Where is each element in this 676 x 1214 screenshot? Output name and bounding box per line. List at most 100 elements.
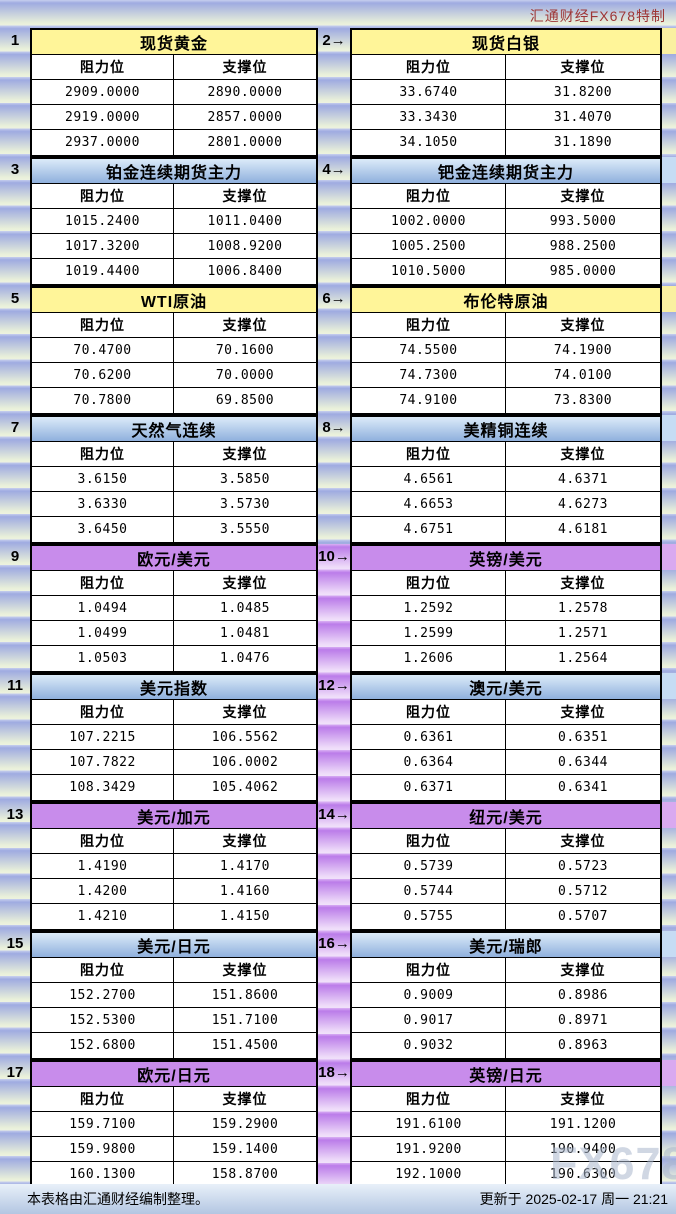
- support-value: 0.8986: [558, 987, 608, 1003]
- left-margin-cell: 3: [0, 157, 30, 286]
- support-value: 1006.8400: [207, 264, 283, 279]
- resistance-value: 0.5739: [352, 854, 506, 878]
- support-value: 3.5850: [220, 471, 270, 487]
- gutter-cell: 18→: [318, 1060, 350, 1189]
- quote-block: 纽元/美元 阻力位 支撑位 0.5739 0.5723 0.5744 0.571…: [350, 802, 662, 931]
- resistance-value: 1.0494: [32, 596, 174, 620]
- resistance-value: 74.9100: [352, 388, 506, 413]
- resistance-value: 1.4190: [32, 854, 174, 878]
- resistance-col-header: 阻力位: [32, 958, 174, 982]
- table-row: 74.9100 73.8300: [352, 388, 660, 413]
- resistance-value: 108.3429: [32, 775, 174, 800]
- block-title: WTI原油: [32, 288, 316, 313]
- resistance-value: 1.4200: [32, 879, 174, 903]
- table-row: 1019.4400 1006.8400: [32, 259, 316, 284]
- quote-block: 澳元/美元 阻力位 支撑位 0.6361 0.6351 0.6364 0.634…: [350, 673, 662, 802]
- pair-row: 15 美元/日元 阻力位 支撑位 152.2700 151.8600 152.5…: [0, 931, 676, 1060]
- support-value: 158.8700: [211, 1167, 279, 1182]
- left-margin-cell: 15: [0, 931, 30, 1060]
- support-value: 74.1900: [553, 342, 613, 358]
- quote-block: 英镑/美元 阻力位 支撑位 1.2592 1.2578 1.2599 1.257…: [350, 544, 662, 673]
- right-margin-cell: [662, 1060, 676, 1189]
- resistance-value: 3.6450: [32, 517, 174, 542]
- resistance-value: 0.6364: [352, 750, 506, 774]
- table-row: 159.7100 159.2900: [32, 1112, 316, 1137]
- left-margin-cell: 17: [0, 1060, 30, 1189]
- table-row: 70.6200 70.0000: [32, 363, 316, 388]
- support-value: 159.2900: [211, 1116, 279, 1132]
- support-value: 151.4500: [211, 1038, 279, 1053]
- quote-block: 现货黄金 阻力位 支撑位 2909.0000 2890.0000 2919.00…: [30, 28, 318, 157]
- gutter-cell: 4→: [318, 157, 350, 286]
- table-row: 74.5500 74.1900: [352, 338, 660, 363]
- left-margin-cell: 1: [0, 28, 30, 157]
- block-badge: 14→: [318, 806, 350, 824]
- support-value: 69.8500: [215, 393, 275, 408]
- quote-block: 天然气连续 阻力位 支撑位 3.6150 3.5850 3.6330 3.573…: [30, 415, 318, 544]
- gutter-cell: 16→: [318, 931, 350, 1060]
- column-header-row: 阻力位 支撑位: [352, 442, 660, 467]
- table-row: 1.0499 1.0481: [32, 621, 316, 646]
- table-row: 0.9032 0.8963: [352, 1033, 660, 1058]
- support-value: 1.4150: [220, 909, 270, 924]
- resistance-value: 0.5755: [352, 904, 506, 929]
- support-value: 106.0002: [211, 754, 279, 770]
- resistance-value: 0.9017: [352, 1008, 506, 1032]
- resistance-value: 191.6100: [352, 1112, 506, 1136]
- table-row: 1.2592 1.2578: [352, 596, 660, 621]
- resistance-value: 0.9032: [352, 1033, 506, 1058]
- support-col-header: 支撑位: [222, 317, 268, 333]
- column-header-row: 阻力位 支撑位: [32, 1087, 316, 1112]
- block-badge: 17: [6, 1064, 24, 1082]
- resistance-value: 1010.5000: [352, 259, 506, 284]
- support-value: 70.1600: [215, 342, 275, 358]
- support-value: 0.8963: [558, 1038, 608, 1053]
- support-value: 0.5723: [558, 858, 608, 874]
- left-margin-cell: 7: [0, 415, 30, 544]
- resistance-value: 152.6800: [32, 1033, 174, 1058]
- resistance-col-header: 阻力位: [352, 571, 506, 595]
- support-col-header: 支撑位: [222, 59, 268, 75]
- table-row: 2937.0000 2801.0000: [32, 130, 316, 155]
- block-badge: 7: [10, 419, 20, 437]
- pair-row: 1 现货黄金 阻力位 支撑位 2909.0000 2890.0000 2919.…: [0, 28, 676, 157]
- block-badge: 9: [10, 548, 20, 566]
- support-value: 73.8300: [553, 393, 613, 408]
- block-badge: 1: [10, 32, 20, 50]
- table-row: 1005.2500 988.2500: [352, 234, 660, 259]
- support-value: 1.0476: [220, 651, 270, 666]
- left-margin-cell: 13: [0, 802, 30, 931]
- resistance-value: 2937.0000: [32, 130, 174, 155]
- resistance-value: 2909.0000: [32, 80, 174, 104]
- support-value: 1.4170: [220, 858, 270, 874]
- resistance-col-header: 阻力位: [32, 571, 174, 595]
- block-badge: 10→: [318, 548, 350, 566]
- column-header-row: 阻力位 支撑位: [32, 958, 316, 983]
- resistance-value: 1.2606: [352, 646, 506, 671]
- resistance-value: 2919.0000: [32, 105, 174, 129]
- right-margin-cell: [662, 157, 676, 286]
- resistance-col-header: 阻力位: [352, 829, 506, 853]
- right-margin-cell: [662, 544, 676, 673]
- support-col-header: 支撑位: [222, 833, 268, 849]
- resistance-col-header: 阻力位: [32, 1087, 174, 1111]
- header-edge-tint: [662, 28, 676, 54]
- footer-updated: 更新于 2025-02-17 周一 21:21: [479, 1191, 668, 1207]
- support-value: 159.1400: [211, 1141, 279, 1157]
- resistance-value: 159.9800: [32, 1137, 174, 1161]
- table-row: 0.6371 0.6341: [352, 775, 660, 800]
- table-row: 1010.5000 985.0000: [352, 259, 660, 284]
- resistance-value: 1005.2500: [352, 234, 506, 258]
- pair-row: 7 天然气连续 阻力位 支撑位 3.6150 3.5850 3.6330 3.5…: [0, 415, 676, 544]
- support-col-header: 支撑位: [560, 1091, 606, 1107]
- table-row: 1.0494 1.0485: [32, 596, 316, 621]
- table-row: 1017.3200 1008.9200: [32, 234, 316, 259]
- pair-row: 11 美元指数 阻力位 支撑位 107.2215 106.5562 107.78…: [0, 673, 676, 802]
- quote-block: 美元/日元 阻力位 支撑位 152.2700 151.8600 152.5300…: [30, 931, 318, 1060]
- resistance-value: 1002.0000: [352, 209, 506, 233]
- block-title: 天然气连续: [32, 417, 316, 442]
- support-value: 4.6371: [558, 471, 608, 487]
- support-value: 1.2571: [558, 625, 608, 641]
- table-row: 1.2606 1.2564: [352, 646, 660, 671]
- support-value: 1.2564: [558, 651, 608, 666]
